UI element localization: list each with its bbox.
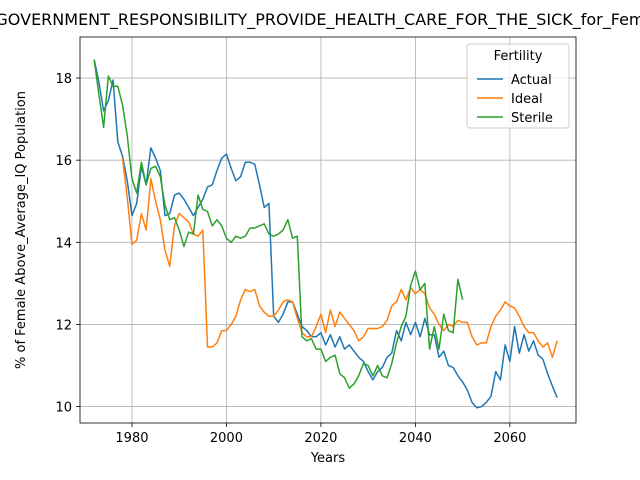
x-tick-label: 2060 (493, 431, 526, 446)
y-tick-label: 12 (55, 318, 72, 333)
y-tick-label: 16 (55, 154, 72, 169)
legend-label-sterile: Sterile (511, 111, 553, 126)
chart-title: GOVERNMENT_RESPONSIBILITY_PROVIDE_HEALTH… (0, 10, 640, 30)
x-tick-label: 1980 (115, 431, 148, 446)
y-axis-label: % of Female Above_Average_IQ Population (14, 91, 29, 369)
x-axis-ticks: 1980 2000 2020 2040 2060 (115, 423, 526, 446)
series-lines (93, 59, 558, 409)
x-tick-label: 2040 (399, 431, 432, 446)
legend-entries: Actual Ideal Sterile (477, 73, 553, 126)
y-tick-label: 18 (55, 72, 72, 87)
legend-label-actual: Actual (511, 73, 552, 88)
legend-title: Fertility (494, 49, 543, 64)
plot-frame (79, 36, 577, 424)
x-axis-label: Years (310, 451, 346, 466)
legend-box (466, 43, 570, 129)
y-axis-ticks: 10 12 14 16 18 (55, 72, 80, 416)
legend-label-ideal: Ideal (511, 92, 543, 107)
legend: Fertility Actual Ideal Sterile (466, 43, 570, 129)
series-line-actual (93, 59, 558, 409)
x-tick-label: 2020 (304, 431, 337, 446)
y-tick-label: 14 (55, 236, 72, 251)
x-tick-label: 2000 (210, 431, 243, 446)
series-line-ideal (121, 158, 558, 359)
series-line-sterile (93, 59, 464, 389)
y-tick-label: 10 (55, 401, 72, 416)
